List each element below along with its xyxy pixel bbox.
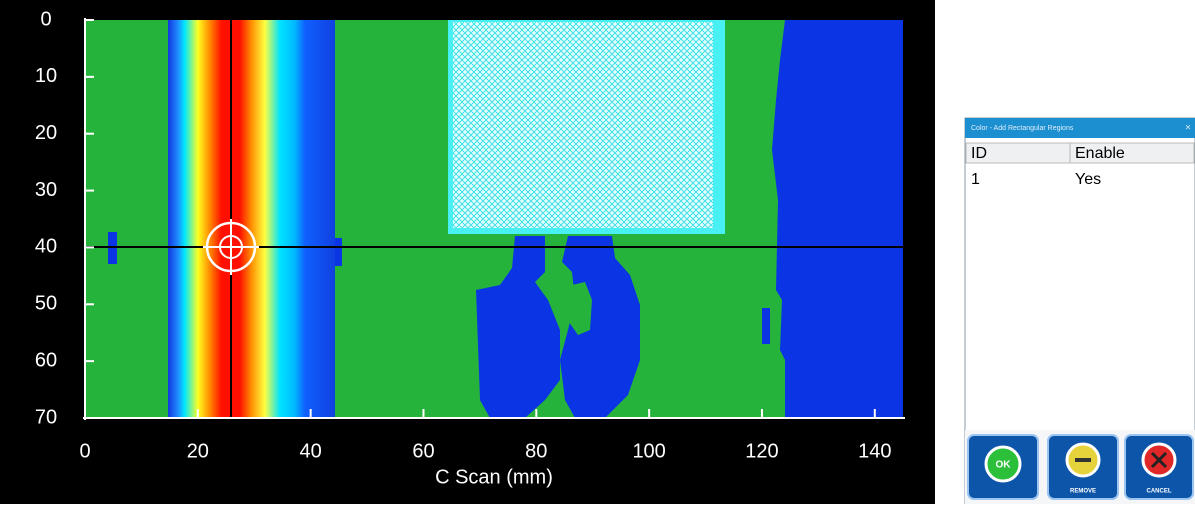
header-cell: ID [971, 145, 987, 162]
x-tick-label: 80 [525, 440, 547, 462]
dialog: Color - Add Rectangular Regions × ID Ena… [964, 117, 1195, 505]
x-tick-label: 40 [300, 440, 322, 462]
table-header [965, 142, 1195, 164]
cscan-image [85, 20, 903, 418]
close-button[interactable]: × [1185, 123, 1191, 134]
x-axis-label: C Scan (mm) [435, 466, 553, 488]
button-label: CANCEL [1147, 489, 1172, 495]
cancel-button[interactable]: CANCEL [1124, 434, 1194, 500]
x-tick-label: 0 [79, 440, 90, 462]
y-tick-label: 60 [35, 349, 57, 371]
remove-button[interactable]: REMOVE [1047, 434, 1119, 500]
y-tick-label: 0 [40, 8, 51, 30]
x-tick-label: 120 [745, 440, 778, 462]
ok-button[interactable]: OK [967, 434, 1039, 500]
y-tick-label: 40 [35, 236, 57, 258]
button-label: REMOVE [1070, 489, 1096, 495]
table-cell[interactable]: Yes [1075, 171, 1101, 188]
x-tick-label: 100 [632, 440, 665, 462]
dialog-titlebar [965, 118, 1195, 138]
header-cell: Enable [1075, 145, 1125, 162]
x-tick-label: 60 [412, 440, 434, 462]
table-cell[interactable]: 1 [971, 171, 980, 188]
x-tick-label: 140 [858, 440, 891, 462]
button-label: OK [996, 460, 1012, 471]
y-tick-label: 10 [35, 65, 57, 87]
x-tick-label: 20 [187, 440, 209, 462]
axis-ticks: 0 20 40 60 80 100 120 140 0 10 20 30 40 50 60 70 [35, 8, 892, 462]
y-tick-label: 70 [35, 406, 57, 428]
y-tick-label: 30 [35, 179, 57, 201]
y-tick-label: 50 [35, 293, 57, 315]
y-tick-label: 20 [35, 122, 57, 144]
dialog-title: Color - Add Rectangular Regions [971, 125, 1074, 132]
